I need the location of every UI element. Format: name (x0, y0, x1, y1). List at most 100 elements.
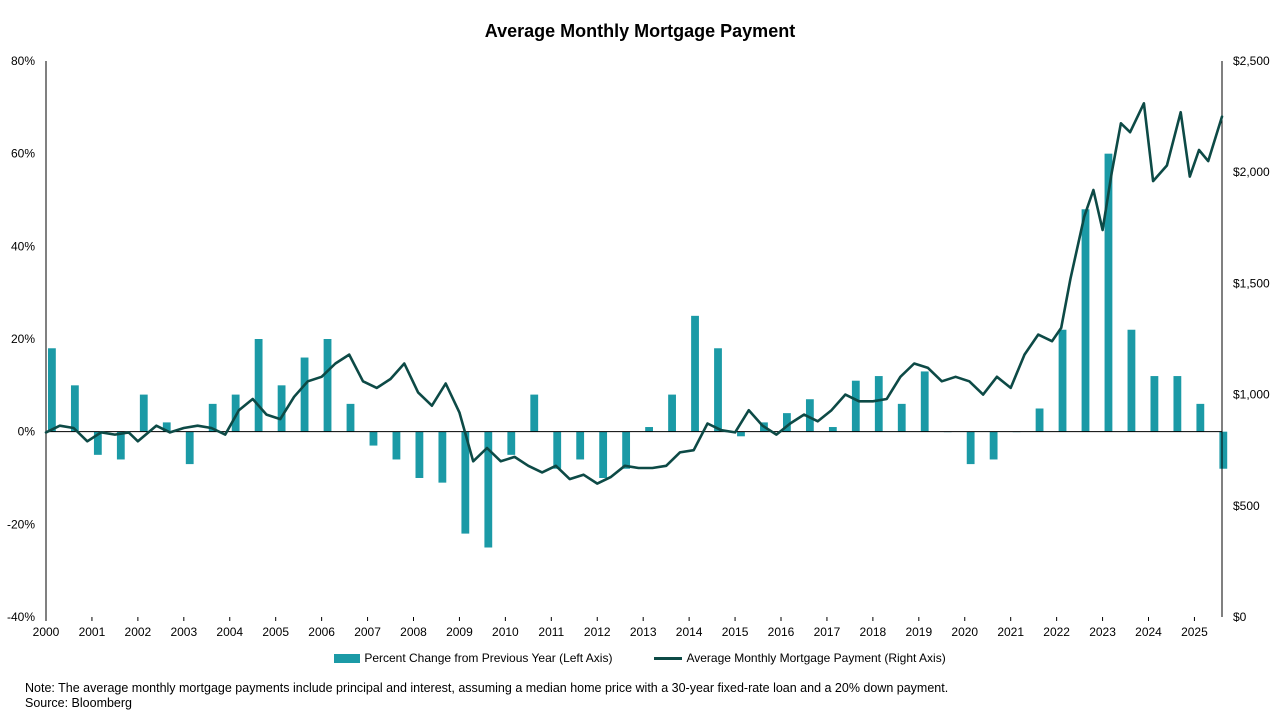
left-tick-label: 80% (11, 54, 35, 68)
bar (254, 339, 263, 432)
bar (828, 427, 837, 432)
x-tick-label: 2016 (768, 625, 795, 639)
legend-item-bars: Percent Change from Previous Year (Left … (334, 651, 612, 665)
bar (185, 431, 194, 465)
x-tick-label: 2014 (676, 625, 703, 639)
bar (874, 376, 883, 432)
bar (783, 413, 791, 432)
bar (323, 339, 332, 432)
left-tick-label: 0% (18, 425, 36, 439)
legend: Percent Change from Previous Year (Left … (0, 651, 1280, 665)
bar (438, 431, 447, 483)
bar (622, 431, 631, 469)
right-tick-label: $1,500 (1233, 276, 1270, 290)
bar (805, 399, 814, 432)
bar (162, 422, 171, 432)
x-tick-label: 2024 (1135, 625, 1162, 639)
x-tick-label: 2018 (860, 625, 887, 639)
bar (346, 403, 355, 432)
x-tick-label: 2012 (584, 625, 611, 639)
bar (1081, 209, 1090, 432)
bar (668, 394, 676, 432)
bar (530, 394, 539, 432)
bar (737, 431, 745, 437)
x-tick-label: 2025 (1181, 625, 1208, 639)
source-text: Source: Bloomberg (25, 696, 133, 710)
payment-line (44, 102, 1224, 485)
bar (507, 431, 516, 455)
bar (1219, 431, 1228, 469)
right-tick-label: $0 (1233, 610, 1247, 624)
bar (645, 427, 653, 432)
x-tick-label: 2023 (1089, 625, 1116, 639)
bar (1104, 153, 1113, 432)
right-tick-label: $2,500 (1233, 54, 1270, 68)
left-tick-label: 60% (11, 147, 35, 161)
bar (70, 385, 79, 432)
x-tick-label: 2017 (814, 625, 841, 639)
line-layer (44, 102, 1224, 485)
x-tick-label: 2001 (79, 625, 106, 639)
bar (599, 431, 608, 478)
x-tick-label: 2000 (33, 625, 60, 639)
x-tick-label: 2011 (538, 625, 564, 639)
right-tick-label: $2,000 (1233, 165, 1270, 179)
x-tick-label: 2020 (951, 625, 978, 639)
bar (714, 348, 722, 432)
bar (231, 394, 240, 432)
legend-bar-label: Percent Change from Previous Year (Left … (364, 651, 613, 665)
bar (897, 403, 906, 432)
x-tick-label: 2004 (216, 625, 243, 639)
bar (966, 431, 975, 465)
x-tick-label: 2005 (262, 625, 289, 639)
bar (48, 348, 56, 432)
bars-layer (48, 153, 1228, 548)
bar (415, 431, 424, 478)
x-tick-label: 2003 (170, 625, 197, 639)
bar (369, 431, 378, 446)
bar (139, 394, 148, 432)
legend-line-label: Average Monthly Mortgage Payment (Right … (686, 651, 946, 665)
x-tick-label: 2007 (354, 625, 381, 639)
chart-title: Average Monthly Mortgage Payment (484, 21, 796, 41)
x-tick-label: 2002 (125, 625, 152, 639)
legend-item-line: Average Monthly Mortgage Payment (Right … (654, 651, 946, 665)
left-tick-label: -40% (7, 610, 35, 624)
bar (553, 431, 562, 469)
bar (277, 385, 286, 432)
bar (1058, 329, 1067, 432)
bar (1196, 403, 1205, 432)
ticks-layer: -40% -20% 0% 20% 40% 60% 80% $0 $500 $1,000 $1,500… (7, 54, 1270, 639)
x-tick-label: 2006 (308, 625, 335, 639)
x-tick-label: 2022 (1043, 625, 1070, 639)
left-tick-label: 40% (11, 239, 35, 253)
note-text: Note: The average monthly mortgage payme… (25, 681, 949, 695)
x-tick-label: 2009 (446, 625, 473, 639)
x-tick-label: 2013 (630, 625, 657, 639)
bar (392, 431, 401, 460)
bar (93, 431, 102, 455)
legend-line-swatch (654, 656, 683, 660)
x-tick-label: 2019 (905, 625, 932, 639)
bar (1150, 376, 1159, 432)
left-tick-label: 20% (11, 332, 35, 346)
bar (461, 431, 470, 534)
bar (851, 380, 860, 432)
left-tick-label: -20% (7, 517, 35, 531)
bar (691, 315, 699, 432)
x-tick-label: 2021 (997, 625, 1024, 639)
x-tick-label: 2015 (722, 625, 749, 639)
axes-layer (45, 61, 1223, 617)
bar (920, 371, 929, 432)
bar (989, 431, 998, 460)
x-tick-label: 2008 (400, 625, 427, 639)
right-tick-label: $1,000 (1233, 388, 1270, 402)
right-tick-label: $500 (1233, 499, 1260, 513)
legend-bar-swatch (334, 653, 361, 663)
x-tick-label: 2010 (492, 625, 519, 639)
footer-note: Note: The average monthly mortgage payme… (25, 681, 948, 711)
bar (484, 431, 493, 548)
bar (208, 403, 217, 432)
bar (1127, 329, 1136, 432)
